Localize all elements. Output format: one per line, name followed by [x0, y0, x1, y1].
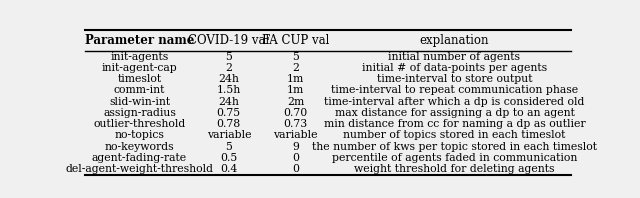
Text: 0: 0 [292, 164, 300, 174]
Text: no-keywords: no-keywords [105, 142, 174, 152]
Text: weight threshold for deleting agents: weight threshold for deleting agents [354, 164, 555, 174]
Text: time-interval to store output: time-interval to store output [377, 74, 532, 84]
Text: the number of kws per topic stored in each timeslot: the number of kws per topic stored in ea… [312, 142, 597, 152]
Text: 2: 2 [225, 63, 232, 73]
Text: time-interval to repeat communication phase: time-interval to repeat communication ph… [331, 86, 578, 95]
Text: percentile of agents faded in communication: percentile of agents faded in communicat… [332, 153, 577, 163]
Text: 0.4: 0.4 [220, 164, 237, 174]
Text: 1m: 1m [287, 86, 305, 95]
Text: variable: variable [273, 130, 318, 140]
Text: del-agent-weight-threshold: del-agent-weight-threshold [65, 164, 214, 174]
Text: comm-int: comm-int [114, 86, 165, 95]
Text: 2: 2 [292, 63, 300, 73]
Text: 24h: 24h [218, 97, 239, 107]
Text: 0.5: 0.5 [220, 153, 237, 163]
Text: 1m: 1m [287, 74, 305, 84]
Text: explanation: explanation [420, 34, 489, 47]
Text: 0.75: 0.75 [217, 108, 241, 118]
Text: max distance for assigning a dp to an agent: max distance for assigning a dp to an ag… [335, 108, 575, 118]
Text: 9: 9 [292, 142, 299, 152]
Text: outlier-threshold: outlier-threshold [93, 119, 186, 129]
Text: 0.78: 0.78 [217, 119, 241, 129]
Text: init-agent-cap: init-agent-cap [102, 63, 177, 73]
Text: min distance from cc for naming a dp as outlier: min distance from cc for naming a dp as … [324, 119, 586, 129]
Text: 0.70: 0.70 [284, 108, 308, 118]
Text: 5: 5 [225, 142, 232, 152]
Text: 0: 0 [292, 153, 300, 163]
Text: initial number of agents: initial number of agents [388, 52, 520, 62]
Text: time-interval after which a dp is considered old: time-interval after which a dp is consid… [324, 97, 585, 107]
Text: variable: variable [207, 130, 251, 140]
Text: agent-fading-rate: agent-fading-rate [92, 153, 187, 163]
Text: assign-radius: assign-radius [103, 108, 176, 118]
Text: init-agents: init-agents [110, 52, 169, 62]
Text: Parameter name: Parameter name [85, 34, 194, 47]
Text: 0.73: 0.73 [284, 119, 308, 129]
Text: 5: 5 [292, 52, 299, 62]
Text: FA CUP val: FA CUP val [262, 34, 330, 47]
Text: COVID-19 val: COVID-19 val [188, 34, 269, 47]
Text: timeslot: timeslot [118, 74, 161, 84]
Text: no-topics: no-topics [115, 130, 164, 140]
Text: number of topics stored in each timeslot: number of topics stored in each timeslot [343, 130, 566, 140]
Text: 1.5h: 1.5h [217, 86, 241, 95]
Text: 24h: 24h [218, 74, 239, 84]
Text: initial # of data-points per agents: initial # of data-points per agents [362, 63, 547, 73]
Text: 5: 5 [225, 52, 232, 62]
Text: 2m: 2m [287, 97, 305, 107]
Text: slid-win-int: slid-win-int [109, 97, 170, 107]
